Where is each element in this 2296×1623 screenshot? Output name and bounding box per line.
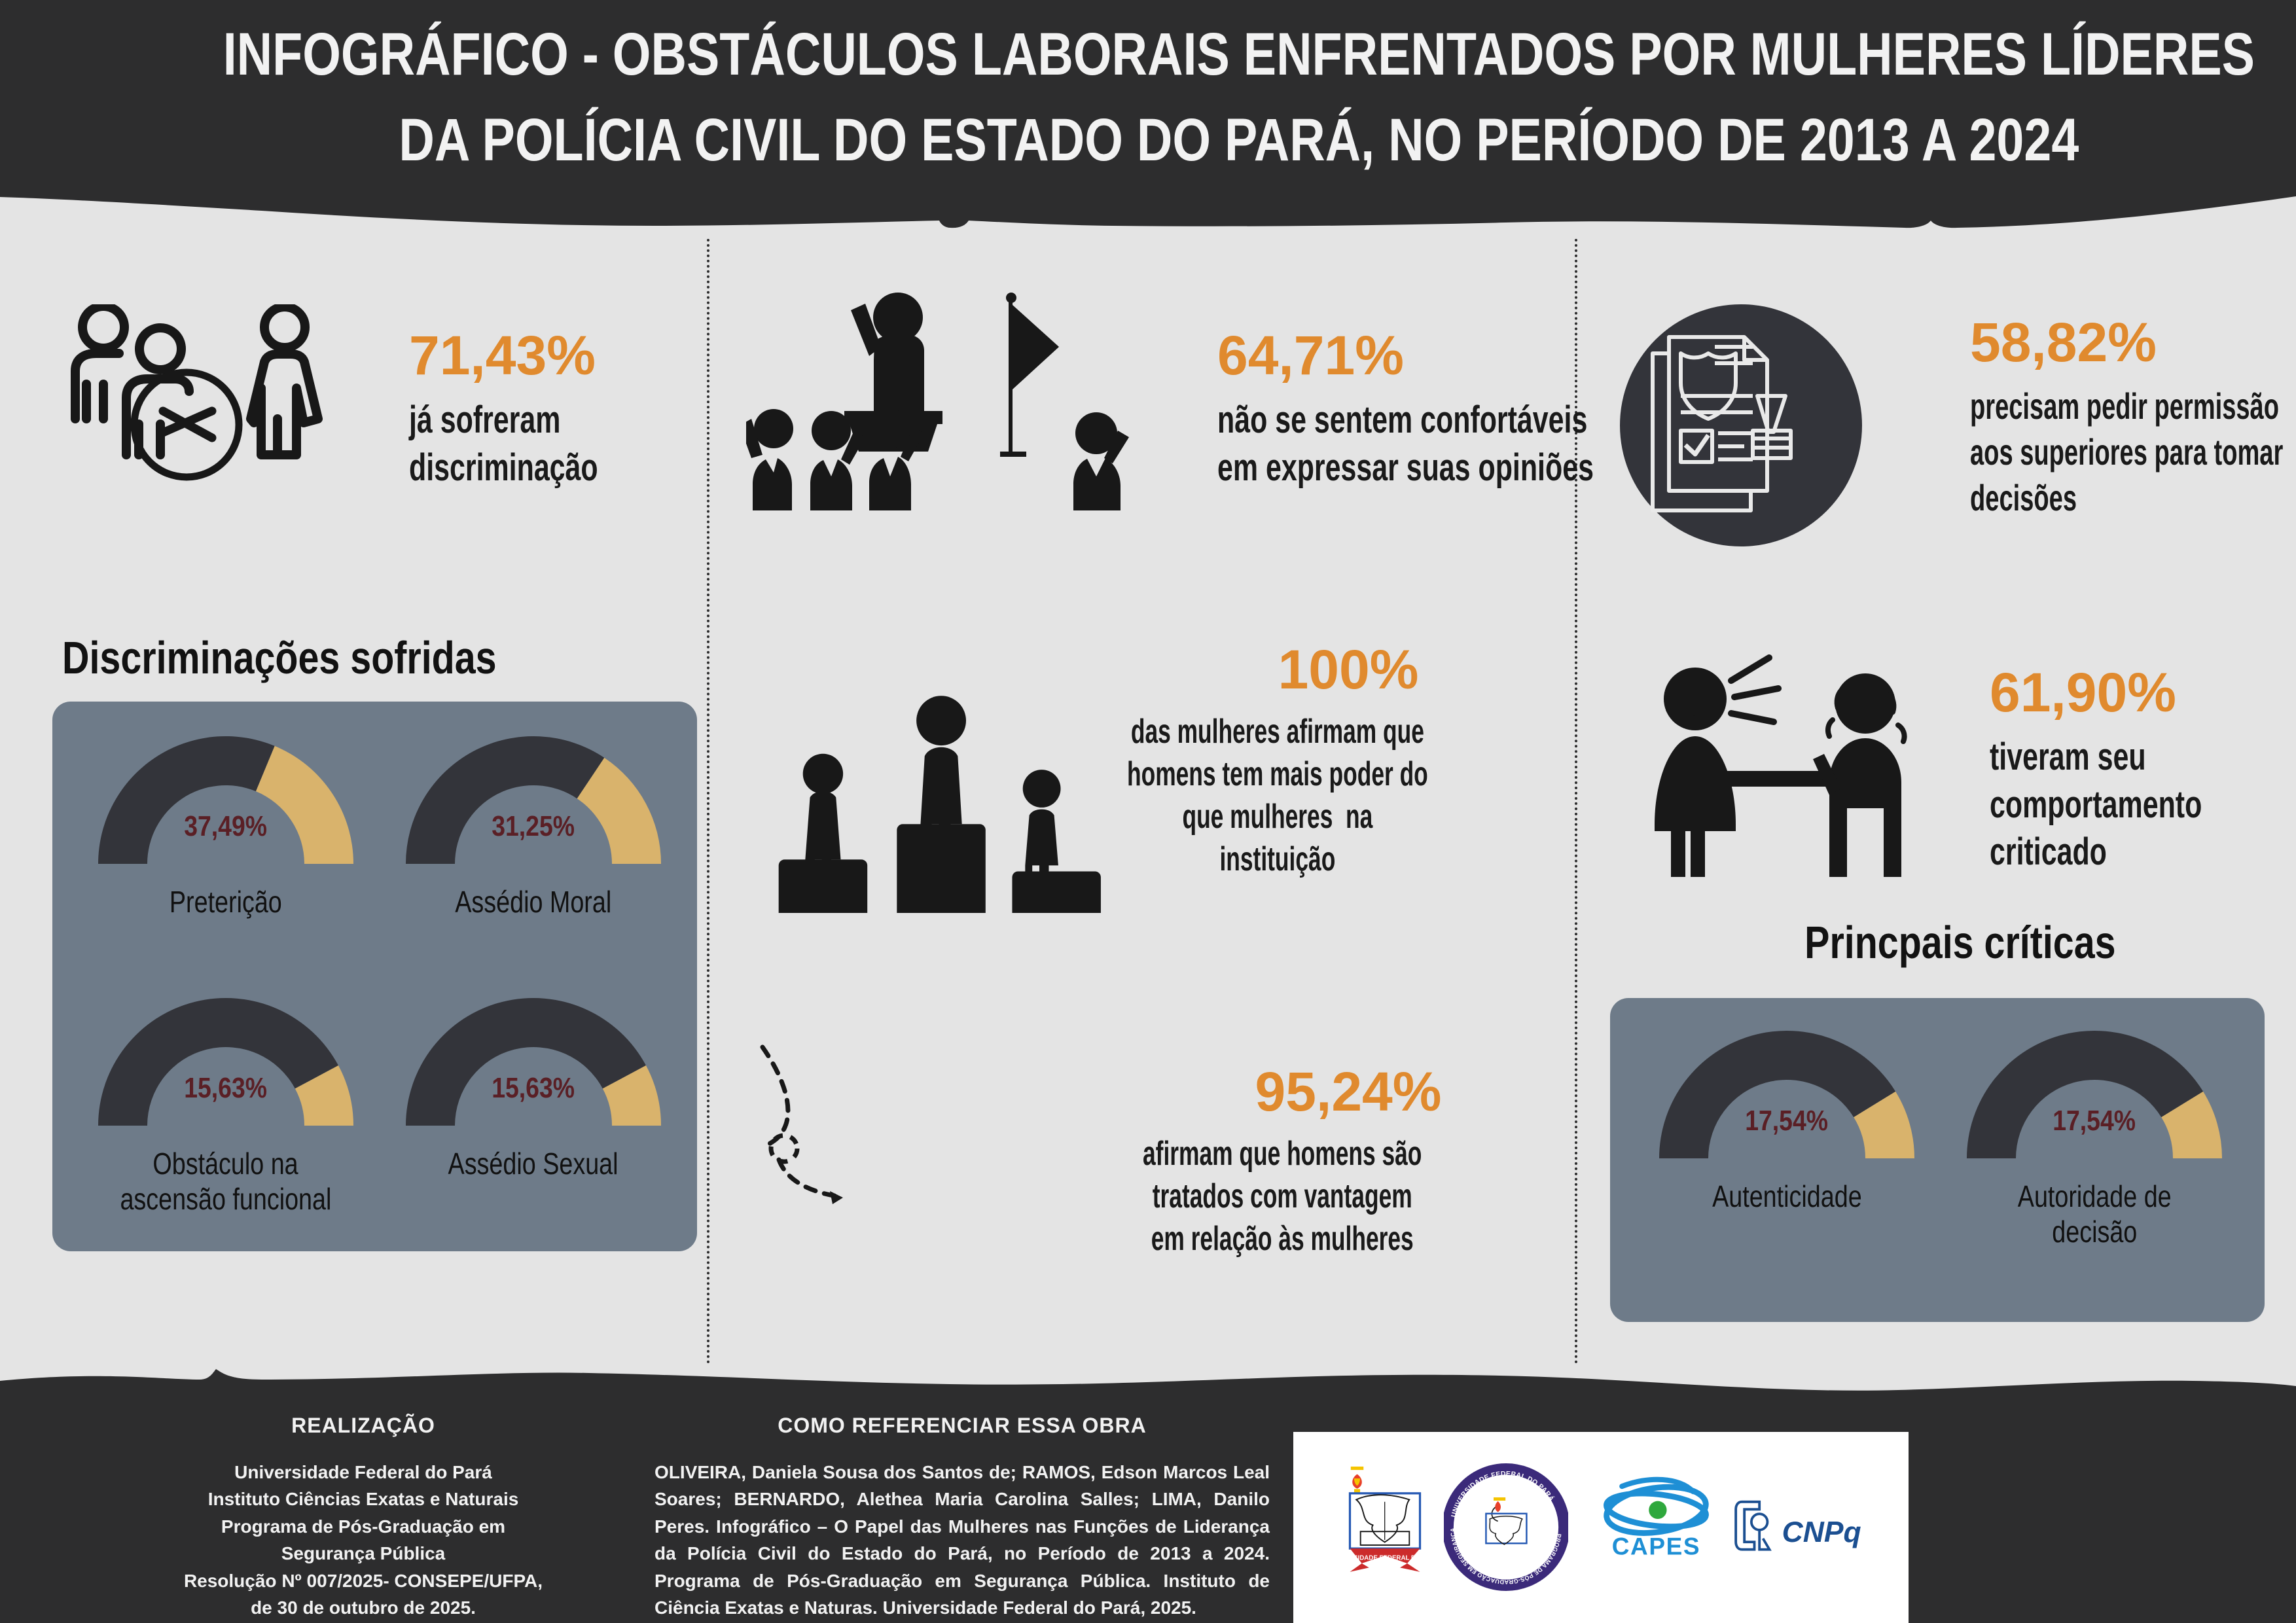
svg-text:CNPq: CNPq — [1782, 1516, 1861, 1548]
svg-text:UNIVERSIDADE FEDERAL DO PARÁ: UNIVERSIDADE FEDERAL DO PARÁ — [1346, 1555, 1424, 1562]
svg-text:CAPES: CAPES — [1612, 1533, 1701, 1560]
